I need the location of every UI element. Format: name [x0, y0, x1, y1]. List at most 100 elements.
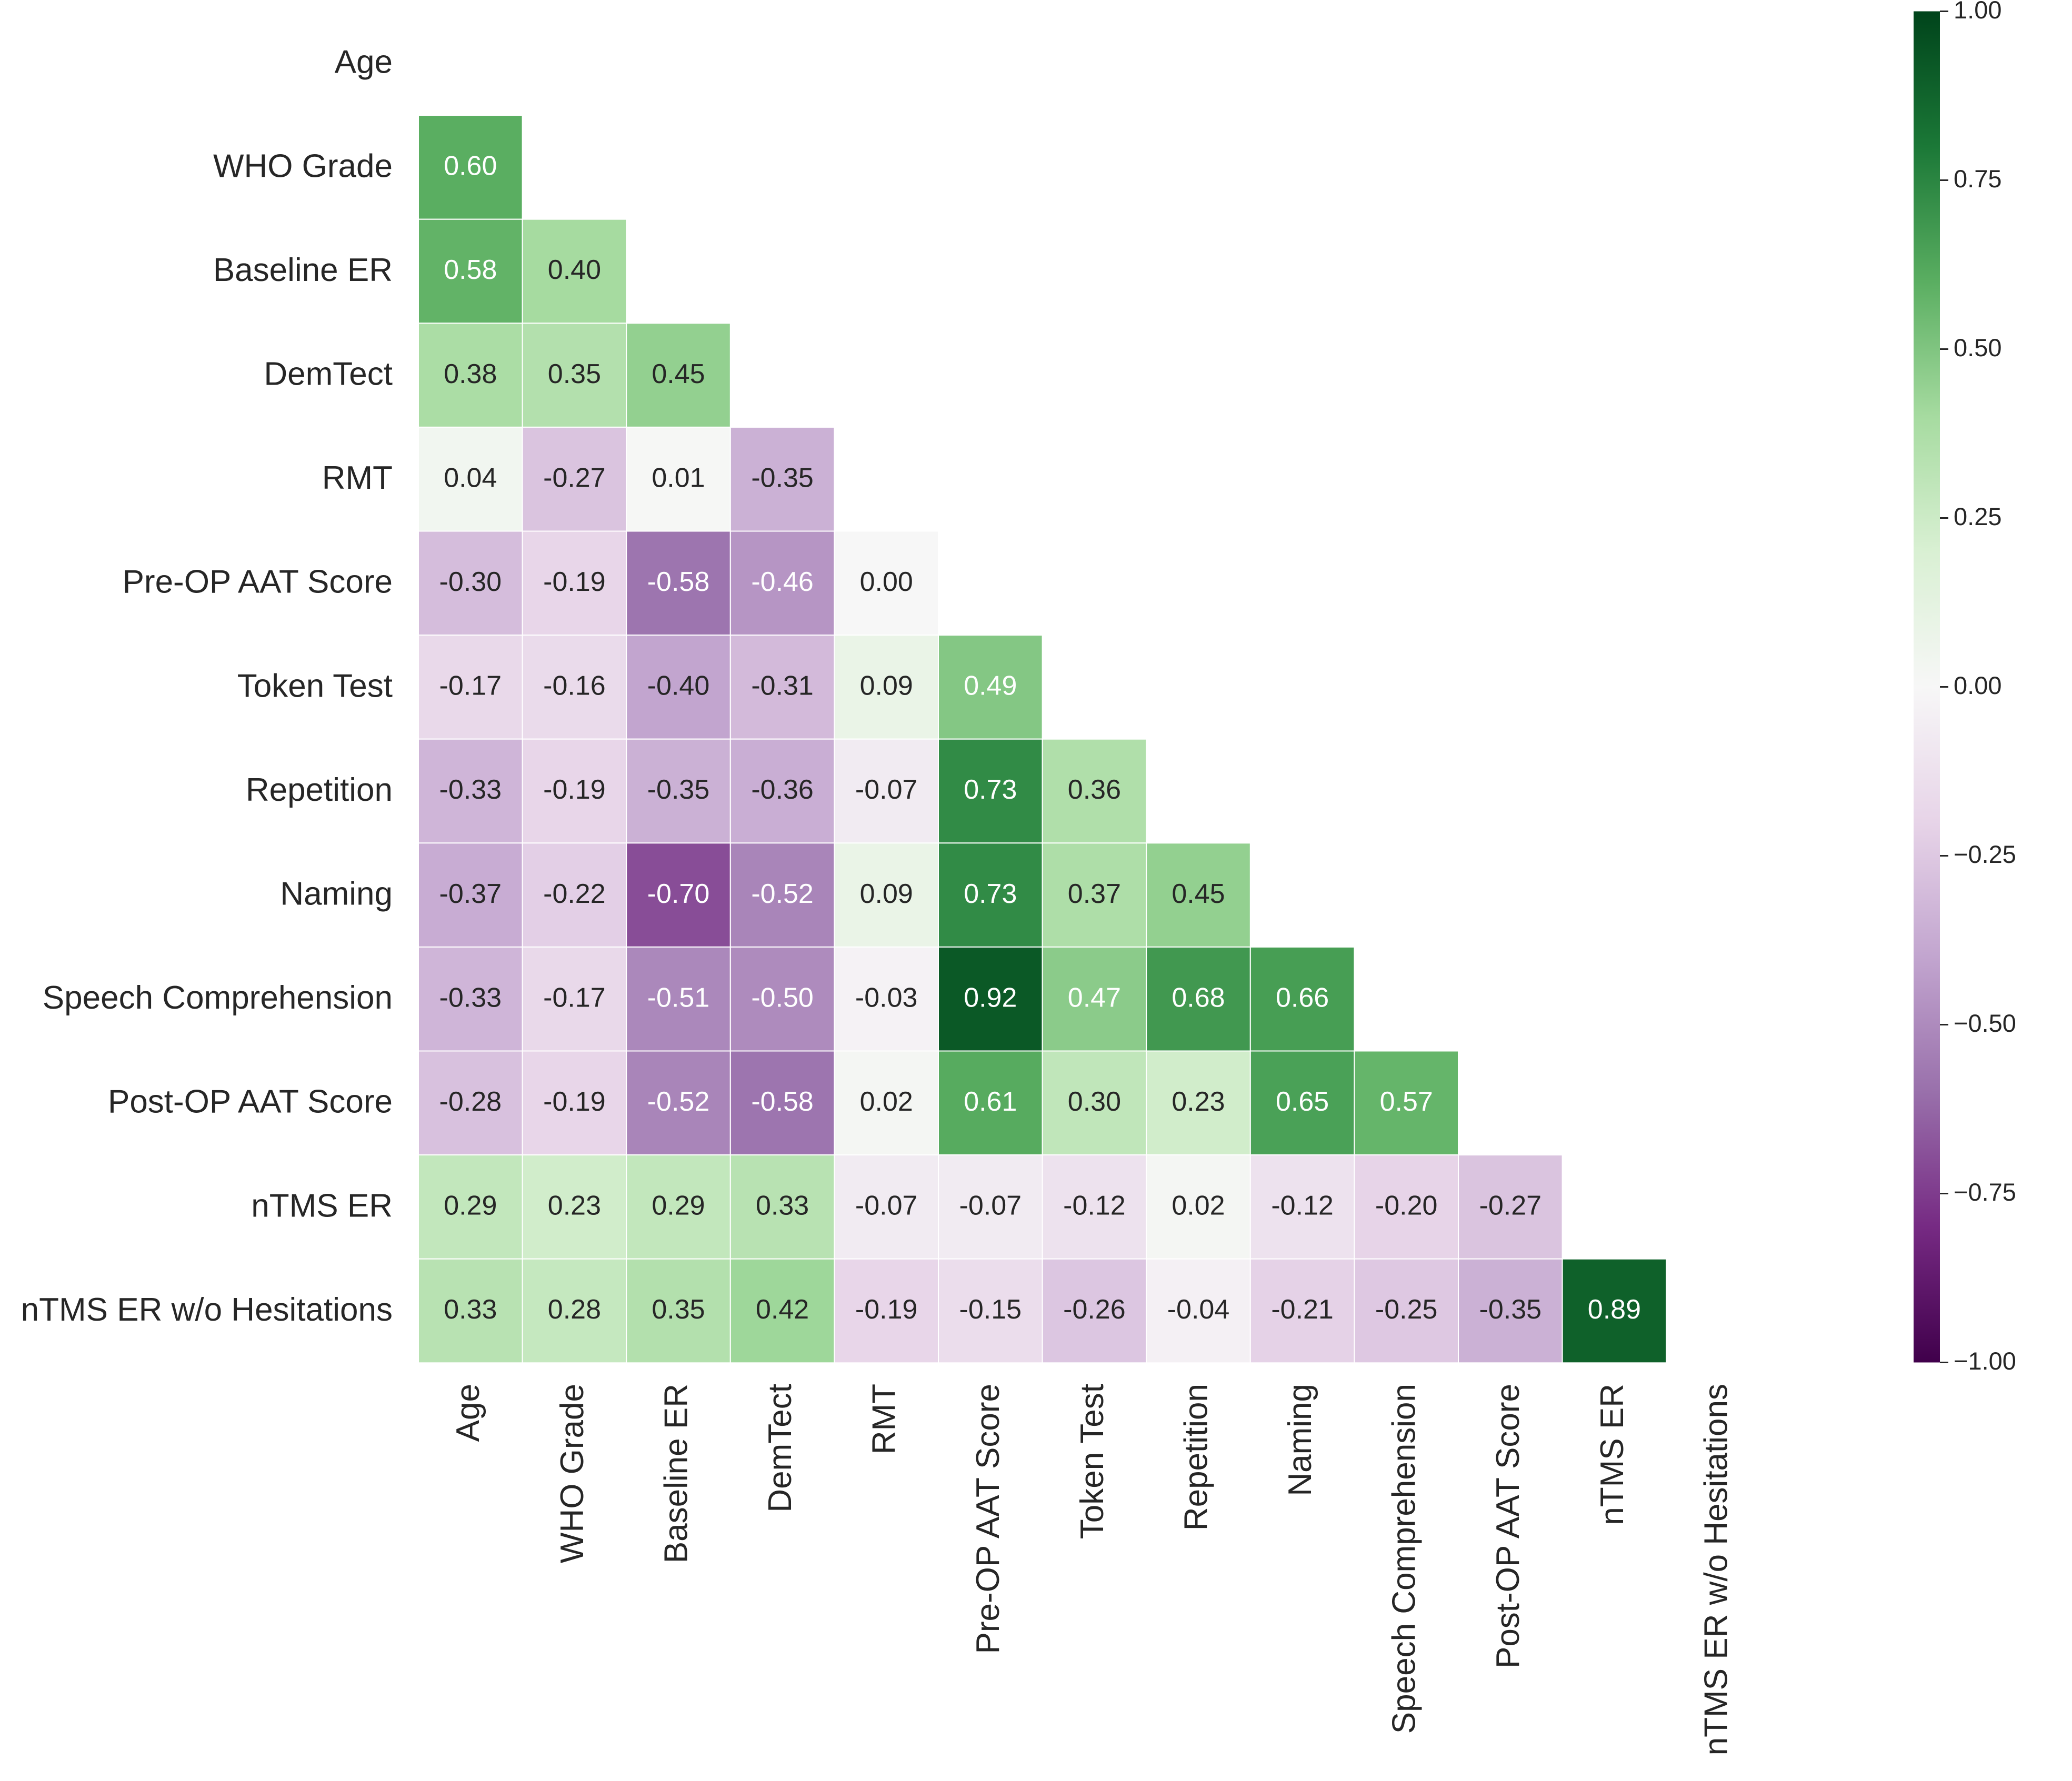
heatmap-cell	[626, 530, 731, 636]
cell-value-label: 0.02	[1172, 1191, 1225, 1221]
column-label: nTMS ER	[1594, 1384, 1630, 1525]
cell-value-label: 0.92	[964, 982, 1017, 1013]
heatmap-cell	[418, 323, 523, 428]
cell-value-label: -0.51	[647, 982, 710, 1013]
cell-value-label: 0.66	[1276, 982, 1329, 1013]
cell-value-label: -0.70	[647, 879, 710, 909]
cell-value-label: -0.50	[751, 982, 814, 1013]
row-label: Speech Comprehension	[43, 980, 393, 1016]
cell-value-label: 0.09	[860, 671, 913, 701]
heatmap-cell	[1249, 1154, 1355, 1260]
row-label: DemTect	[264, 356, 393, 392]
y-axis-tick-labels: Age WHO Grade Baseline ER DemTect RMT Pre-OP …	[21, 44, 393, 1328]
cell-value-label: 0.65	[1276, 1086, 1329, 1117]
cell-value-label: 0.45	[1172, 879, 1225, 909]
cell-value-label: 0.45	[652, 359, 705, 389]
heatmap-cell	[418, 1154, 523, 1260]
cell-value-label: 0.01	[652, 462, 705, 493]
heatmap-cell	[834, 530, 939, 636]
heatmap-cell	[626, 842, 731, 948]
cell-value-label: 0.30	[1068, 1086, 1121, 1117]
column-label: Post-OP AAT Score	[1490, 1384, 1526, 1668]
heatmap-cell	[834, 1258, 939, 1364]
cell-value-label: 0.60	[444, 151, 497, 182]
heatmap-cell	[938, 1050, 1043, 1156]
cell-value-label: 0.68	[1172, 982, 1225, 1013]
heatmap-cell	[522, 946, 627, 1052]
heatmap-cell	[522, 635, 627, 740]
heatmap-cell	[1561, 1258, 1667, 1364]
heatmap-cell	[418, 218, 523, 324]
cell-value-label: -0.40	[647, 671, 710, 701]
cell-value-label: 0.37	[1068, 879, 1121, 909]
column-label: Age	[450, 1384, 486, 1442]
cell-value-label: 0.28	[548, 1294, 601, 1325]
row-label: Naming	[280, 876, 393, 912]
cell-value-label: -0.58	[647, 567, 710, 597]
heatmap-cell	[418, 1050, 523, 1156]
column-label: Baseline ER	[658, 1384, 694, 1563]
cell-value-label: 0.09	[860, 879, 913, 909]
heatmap-cell	[1042, 738, 1147, 844]
cell-value-label: 0.23	[1172, 1086, 1225, 1117]
heatmap-cell	[1249, 946, 1355, 1052]
heatmap-cell	[1042, 842, 1147, 948]
cell-value-label: 0.33	[756, 1191, 809, 1221]
heatmap-cell	[834, 1050, 939, 1156]
heatmap-cell	[522, 1258, 627, 1364]
colorbar-tick-label: −0.25	[1954, 840, 2016, 868]
cell-value-label: -0.27	[1479, 1191, 1542, 1221]
heatmap-cell	[1458, 1258, 1563, 1364]
cell-value-label: 0.36	[1068, 774, 1121, 805]
heatmap-cell	[418, 635, 523, 740]
cell-value-label: 0.57	[1380, 1086, 1433, 1117]
cell-value-label: -0.31	[751, 671, 814, 701]
heatmap-cell	[418, 1258, 523, 1364]
cell-value-label: -0.03	[855, 982, 918, 1013]
heatmap-cell	[522, 1050, 627, 1156]
cell-value-label: -0.12	[1063, 1191, 1126, 1221]
heatmap-cell	[729, 635, 835, 740]
cell-value-label: -0.52	[647, 1086, 710, 1117]
heatmap-cell	[1249, 1258, 1355, 1364]
heatmap-cell	[1249, 1050, 1355, 1156]
heatmap-cell	[1042, 946, 1147, 1052]
cell-value-label: 0.89	[1588, 1294, 1641, 1325]
heatmap-cell	[522, 323, 627, 428]
cell-value-label: -0.17	[543, 982, 606, 1013]
heatmap-cell	[938, 1154, 1043, 1260]
colorbar-tick-label: −0.75	[1954, 1178, 2016, 1206]
cell-value-label: -0.35	[1479, 1294, 1542, 1325]
cell-value-label: -0.07	[855, 774, 918, 805]
heatmap-cell	[729, 426, 835, 532]
heatmap-cell	[1458, 1154, 1563, 1260]
cell-value-label: -0.35	[751, 462, 814, 493]
heatmap-cell	[1042, 1258, 1147, 1364]
colorbar-ticks: 1.00 0.75 0.50 0.25 0.00 −0.25 −0.50 −0.75 −1.00	[1940, 0, 2016, 1375]
row-label: nTMS ER w/o Hesitations	[21, 1292, 393, 1328]
heatmap-cell	[1146, 842, 1251, 948]
heatmap-cell	[522, 530, 627, 636]
heatmap-cell	[938, 946, 1043, 1052]
cell-value-label: -0.26	[1063, 1294, 1126, 1325]
cell-value-label: -0.52	[751, 879, 814, 909]
cell-value-label: -0.07	[959, 1191, 1022, 1221]
colorbar-tick-label: 0.00	[1954, 671, 2001, 699]
heatmap-cell	[729, 1050, 835, 1156]
cell-value-label: 0.23	[548, 1191, 601, 1221]
cell-value-label: 0.73	[964, 879, 1017, 909]
heatmap-cell	[626, 946, 731, 1052]
cell-value-label: 0.29	[652, 1191, 705, 1221]
heatmap-cell	[729, 1154, 835, 1260]
heatmap-cell	[1146, 1258, 1251, 1364]
column-label: Repetition	[1178, 1384, 1214, 1531]
cell-value-label: -0.30	[439, 567, 502, 597]
heatmap-cell	[729, 738, 835, 844]
cell-value-label: -0.46	[751, 567, 814, 597]
heatmap-cell	[626, 1050, 731, 1156]
row-label: Repetition	[246, 772, 393, 808]
heatmap-cells	[418, 115, 1667, 1364]
heatmap-cell	[522, 426, 627, 532]
heatmap-cell	[418, 738, 523, 844]
